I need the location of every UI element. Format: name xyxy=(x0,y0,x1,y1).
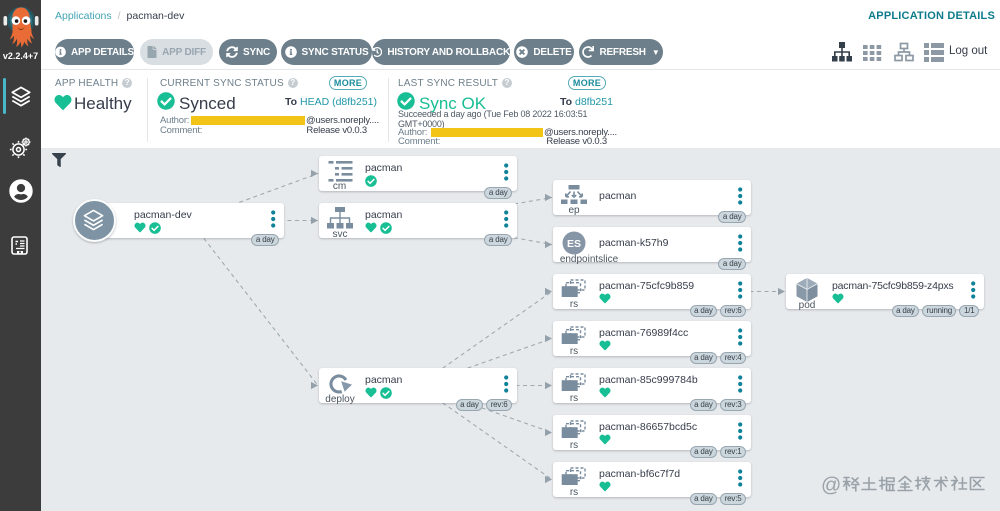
svg-text:@: @ xyxy=(821,475,841,497)
svg-text:ES: ES xyxy=(567,238,581,250)
